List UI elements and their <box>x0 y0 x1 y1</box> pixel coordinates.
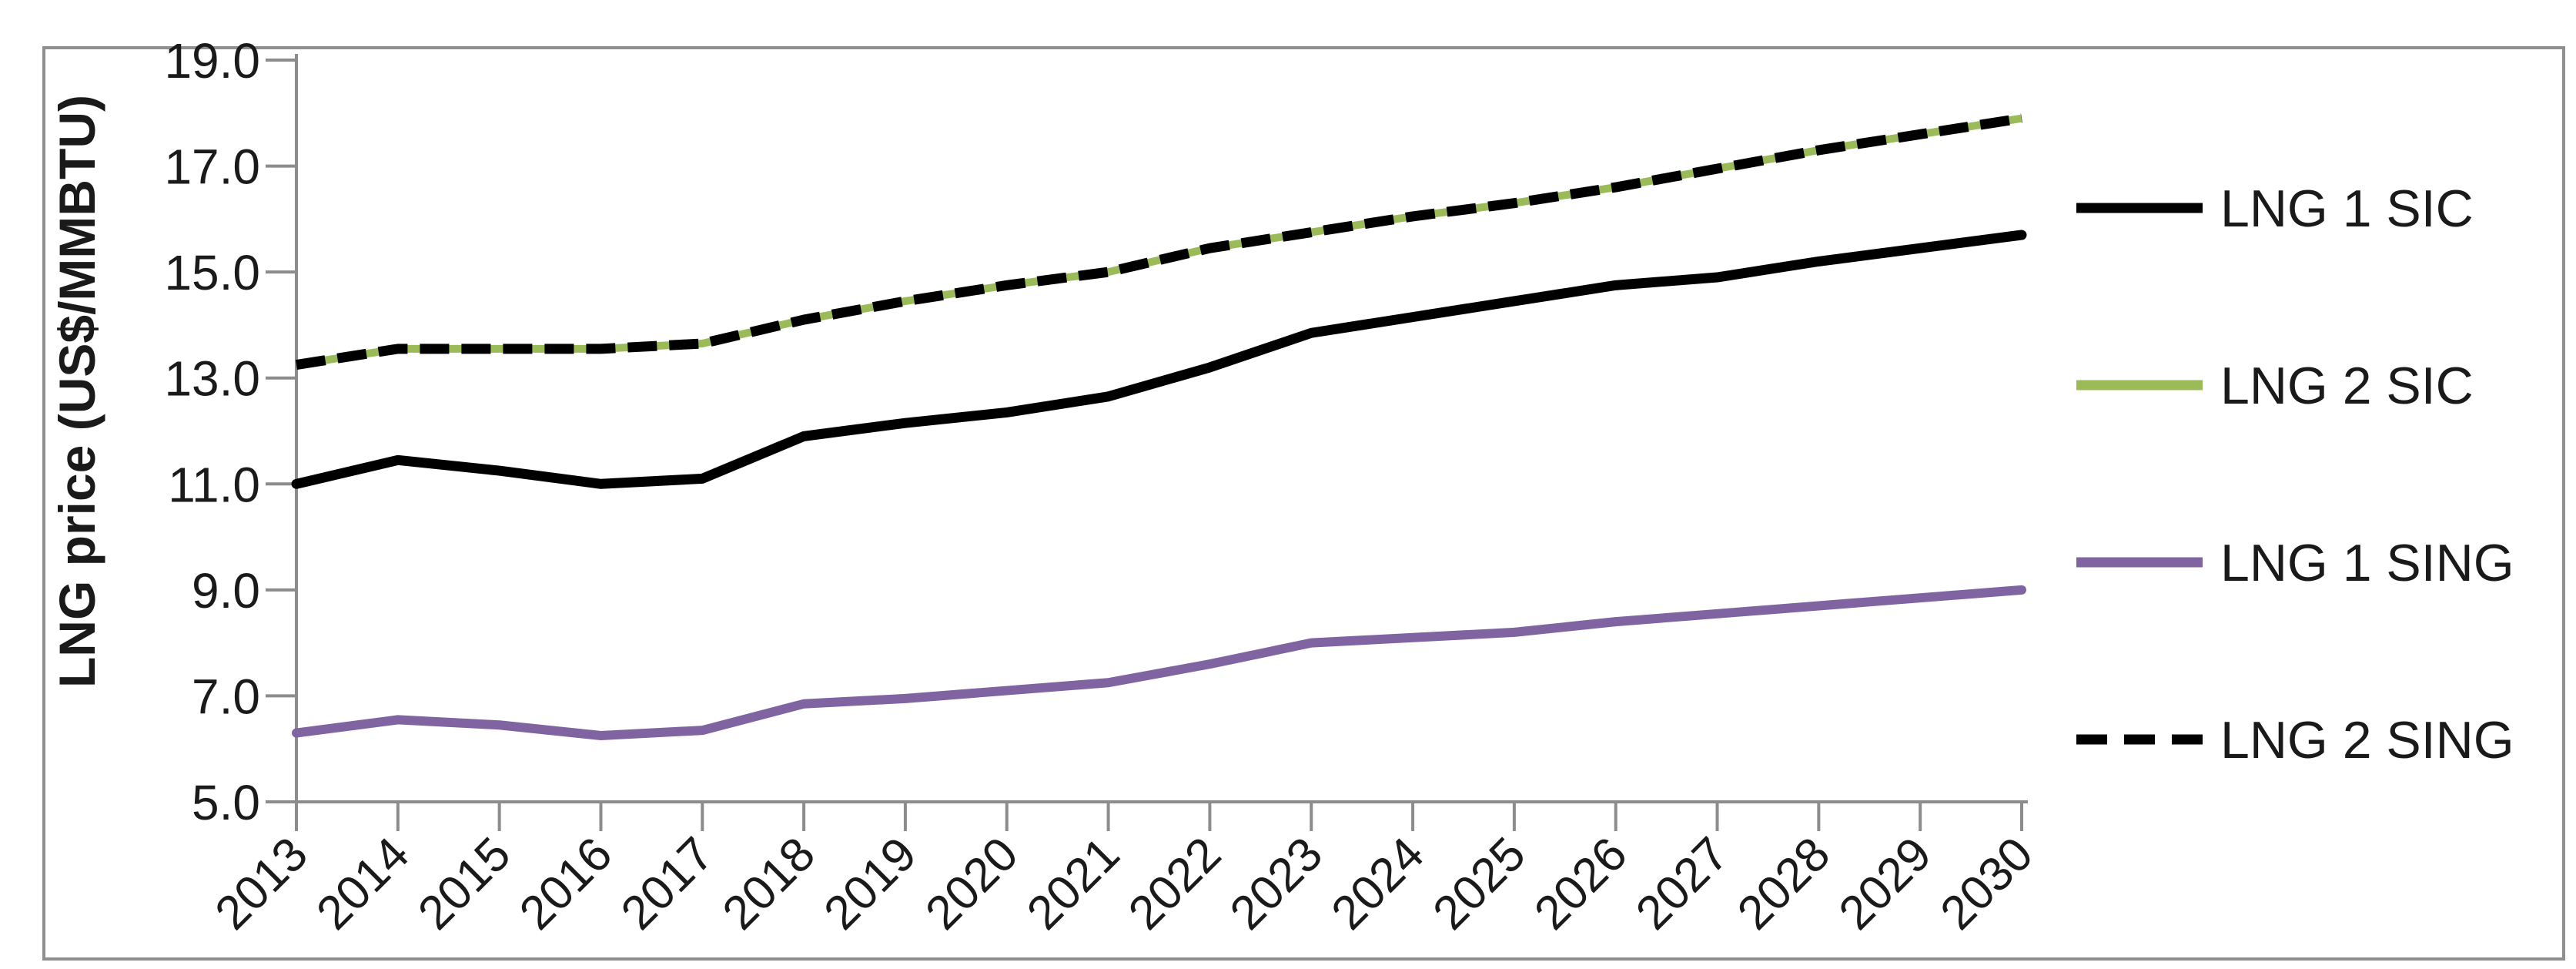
legend-label-lng-2-sic: LNG 2 SIC <box>2220 357 2474 415</box>
legend-label-lng-1-sic: LNG 1 SIC <box>2220 179 2474 238</box>
y-tick-label: 15.0 <box>164 245 260 300</box>
y-tick-label: 9.0 <box>192 563 260 619</box>
y-tick-label: 17.0 <box>164 139 260 195</box>
y-tick-label: 19.0 <box>164 33 260 89</box>
y-tick-label: 7.0 <box>192 669 260 724</box>
y-tick-label: 13.0 <box>164 351 260 407</box>
y-axis-title: LNG price (US$/MMBTU) <box>49 94 105 689</box>
legend-label-lng-1-sing: LNG 1 SING <box>2220 534 2514 592</box>
series-line-lng-1-sing <box>292 585 2026 741</box>
series-line-lng-2-sic <box>296 114 2022 369</box>
y-tick-label: 5.0 <box>192 775 260 830</box>
chart-frame-border <box>42 46 2565 961</box>
y-tick-label: 11.0 <box>168 457 260 512</box>
legend-label-lng-2-sing: LNG 2 SING <box>2220 711 2514 770</box>
series-line-lng-1-sic <box>291 230 2027 489</box>
